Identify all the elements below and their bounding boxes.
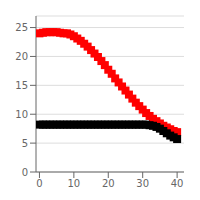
- svg-text:0: 0: [36, 178, 42, 189]
- svg-text:30: 30: [136, 178, 149, 189]
- svg-text:40: 40: [171, 178, 184, 189]
- svg-text:5: 5: [22, 138, 28, 149]
- svg-text:25: 25: [15, 22, 28, 33]
- svg-text:10: 10: [67, 178, 80, 189]
- svg-text:10: 10: [15, 109, 28, 120]
- svg-text:0: 0: [22, 167, 28, 178]
- svg-text:20: 20: [15, 51, 28, 62]
- svg-text:20: 20: [102, 178, 115, 189]
- svg-text:15: 15: [15, 80, 28, 91]
